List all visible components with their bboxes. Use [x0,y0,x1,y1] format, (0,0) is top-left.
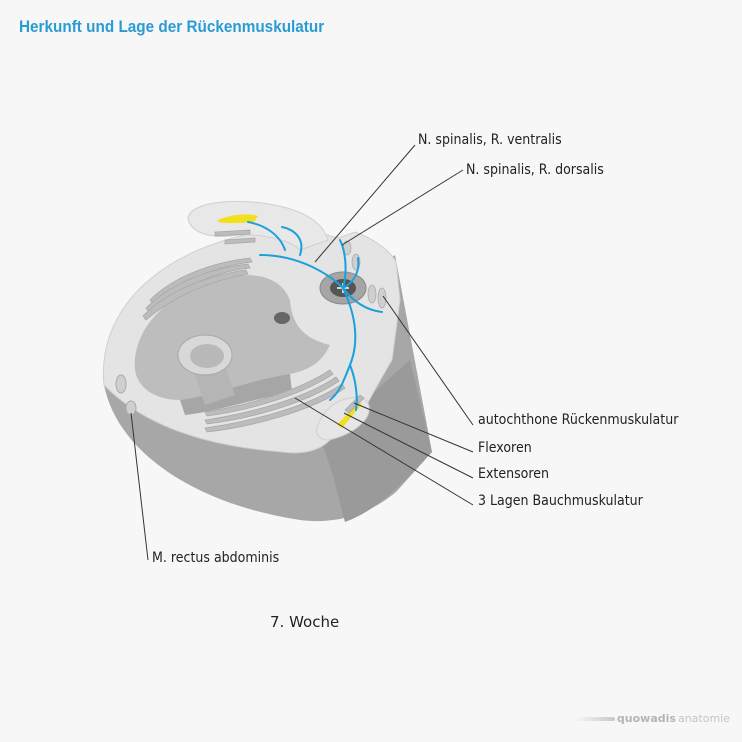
body-wall-muscle-stripes-lower [204,369,346,433]
notochord [274,312,290,324]
gut-tube-lumen [190,344,224,368]
logo-mark-icon [574,716,615,721]
label-bauchmuskulatur: 3 Lagen Bauchmuskulatur [478,493,643,509]
label-r-ventralis: N. spinalis, R. ventralis [418,132,562,148]
label-flexoren: Flexoren [478,440,532,456]
label-r-dorsalis: N. spinalis, R. dorsalis [466,162,604,178]
label-rectus-abdominis: M. rectus abdominis [152,550,280,566]
logo-brand: quowadis [616,712,676,725]
logo-sub: anatomie [677,712,730,725]
cavity-wall [180,374,292,415]
week-caption: 7. Woche [270,613,340,631]
brand-logo: quowadis anatomie [574,712,730,725]
dorsal-yellow-muscle [218,214,258,224]
callout-lines [130,144,474,561]
spinal-nerve-branches [247,221,383,411]
body-cavity [134,275,330,400]
rectus-abdominis-upper [115,374,127,394]
body-side-shadow [320,360,432,522]
label-extensoren: Extensoren [478,466,550,482]
autochthonous-slits [342,240,387,309]
label-autochthone: autochthone Rückenmuskulatur [478,412,679,428]
page-title: Herkunft und Lage der Rückenmuskulatur [19,17,325,36]
body-wall-muscle-stripes-upper [142,257,253,321]
rectus-abdominis-lower [125,400,137,416]
dorsal-muscle-slits [214,229,256,245]
